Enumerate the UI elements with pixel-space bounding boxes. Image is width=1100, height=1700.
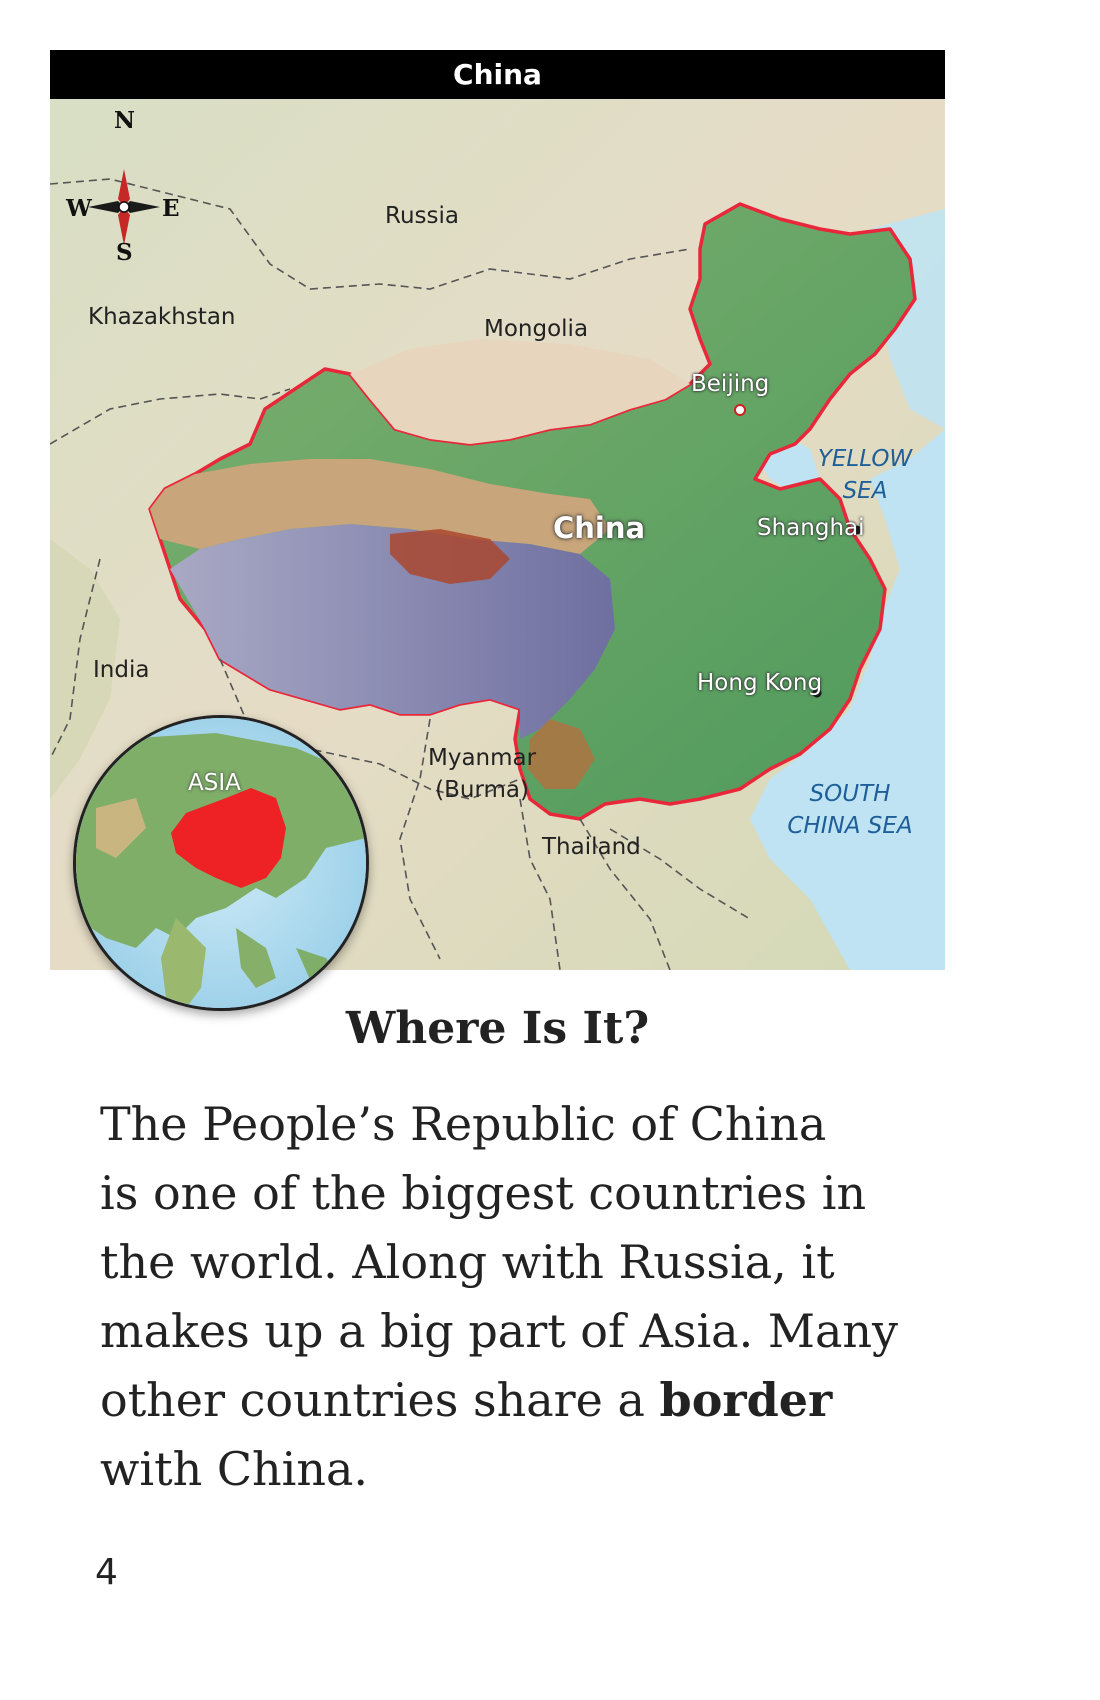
label-south-china-sea: SOUTH CHINA SEA — [775, 778, 925, 842]
label-thailand: Thailand — [542, 834, 641, 860]
beijing-star-marker — [734, 404, 746, 416]
body-line-3: the world. Along with Russia, it — [100, 1235, 835, 1289]
compass-rose — [88, 169, 160, 245]
international-borders — [50, 178, 751, 970]
south-china-sea-line-1: SOUTH — [809, 781, 891, 807]
body-line-1: The People’s Republic of China — [100, 1097, 827, 1151]
glossary-word-border: border — [659, 1373, 833, 1427]
label-beijing: Beijing — [691, 371, 770, 397]
label-india: India — [93, 657, 150, 683]
map-figure: China — [50, 50, 945, 1011]
body-line-4: makes up a big part of Asia. Many — [100, 1304, 898, 1358]
label-mongolia: Mongolia — [484, 316, 589, 342]
body-line-2: is one of the biggest countries in — [100, 1166, 867, 1220]
compass-south-label: S — [116, 239, 133, 266]
globe-label-asia: ASIA — [188, 770, 241, 796]
body-paragraph: The People’s Republic of China is one of… — [100, 1090, 960, 1504]
globe-graphic — [76, 718, 366, 1008]
label-china: China — [553, 511, 646, 545]
west-lowland — [50, 539, 120, 799]
label-shanghai: Shanghai — [757, 515, 865, 541]
label-myanmar: Myanmar (Burma) — [428, 742, 536, 806]
label-kazakhstan: Khazakhstan — [88, 304, 236, 330]
myanmar-line-1: Myanmar — [428, 745, 537, 771]
south-china-sea-line-2: CHINA SEA — [787, 813, 913, 839]
yellow-sea-line-2: SEA — [842, 478, 888, 504]
map-area: N S W E Russia Khazakhstan Mongolia Beij… — [50, 99, 945, 970]
map-title: China — [50, 50, 945, 99]
body-line-5-text: other countries share a — [100, 1373, 660, 1427]
compass-west-label: W — [66, 195, 92, 222]
label-hong-kong: Hong Kong — [697, 670, 823, 696]
gobi-area — [350, 339, 690, 444]
sea-east — [750, 429, 945, 970]
compass-east-label: E — [162, 195, 180, 222]
tibetan-plateau — [170, 524, 615, 739]
yellow-sea-line-1: YELLOW — [817, 446, 913, 472]
china-relief-map — [50, 99, 945, 970]
hong-kong-dot — [812, 688, 822, 698]
shanghai-dot — [852, 525, 862, 535]
locator-globe: ASIA — [73, 715, 369, 1011]
sichuan-basin — [528, 719, 595, 789]
tarim-basin — [150, 459, 610, 554]
globe-china-highlight — [171, 788, 286, 888]
compass-north-label: N — [114, 107, 136, 134]
section-heading: Where Is It? — [345, 1003, 650, 1054]
label-yellow-sea: YELLOW SEA — [810, 443, 920, 507]
page-number: 4 — [95, 1552, 118, 1593]
body-line-5: other countries share a border — [100, 1366, 960, 1435]
myanmar-line-2: (Burma) — [435, 777, 529, 803]
label-russia: Russia — [385, 203, 459, 229]
qaidam-basin — [390, 529, 510, 584]
body-line-6: with China. — [100, 1442, 369, 1496]
